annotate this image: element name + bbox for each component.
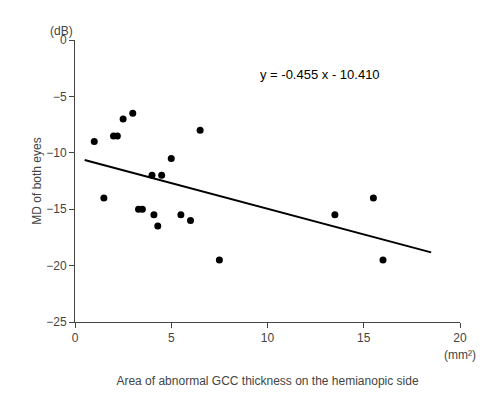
svg-text:y = -0.455 x - 10.410: y = -0.455 x - 10.410: [260, 67, 380, 82]
svg-text:0: 0: [60, 33, 67, 47]
svg-text:0: 0: [72, 331, 79, 345]
svg-text:−5: −5: [53, 90, 67, 104]
svg-text:−10: −10: [46, 146, 67, 160]
svg-text:−20: −20: [46, 259, 67, 273]
svg-text:−15: −15: [46, 202, 67, 216]
svg-text:Area of abnormal GCC thickness: Area of abnormal GCC thickness on the he…: [116, 374, 418, 388]
svg-text:MD of both eyes: MD of both eyes: [30, 137, 44, 224]
svg-text:−25: −25: [46, 315, 67, 329]
svg-text:10: 10: [261, 331, 275, 345]
svg-text:5: 5: [168, 331, 175, 345]
svg-text:20: 20: [453, 331, 467, 345]
svg-text:(dB): (dB): [50, 24, 73, 38]
svg-text:(mm²): (mm²): [444, 348, 476, 362]
svg-text:15: 15: [357, 331, 371, 345]
